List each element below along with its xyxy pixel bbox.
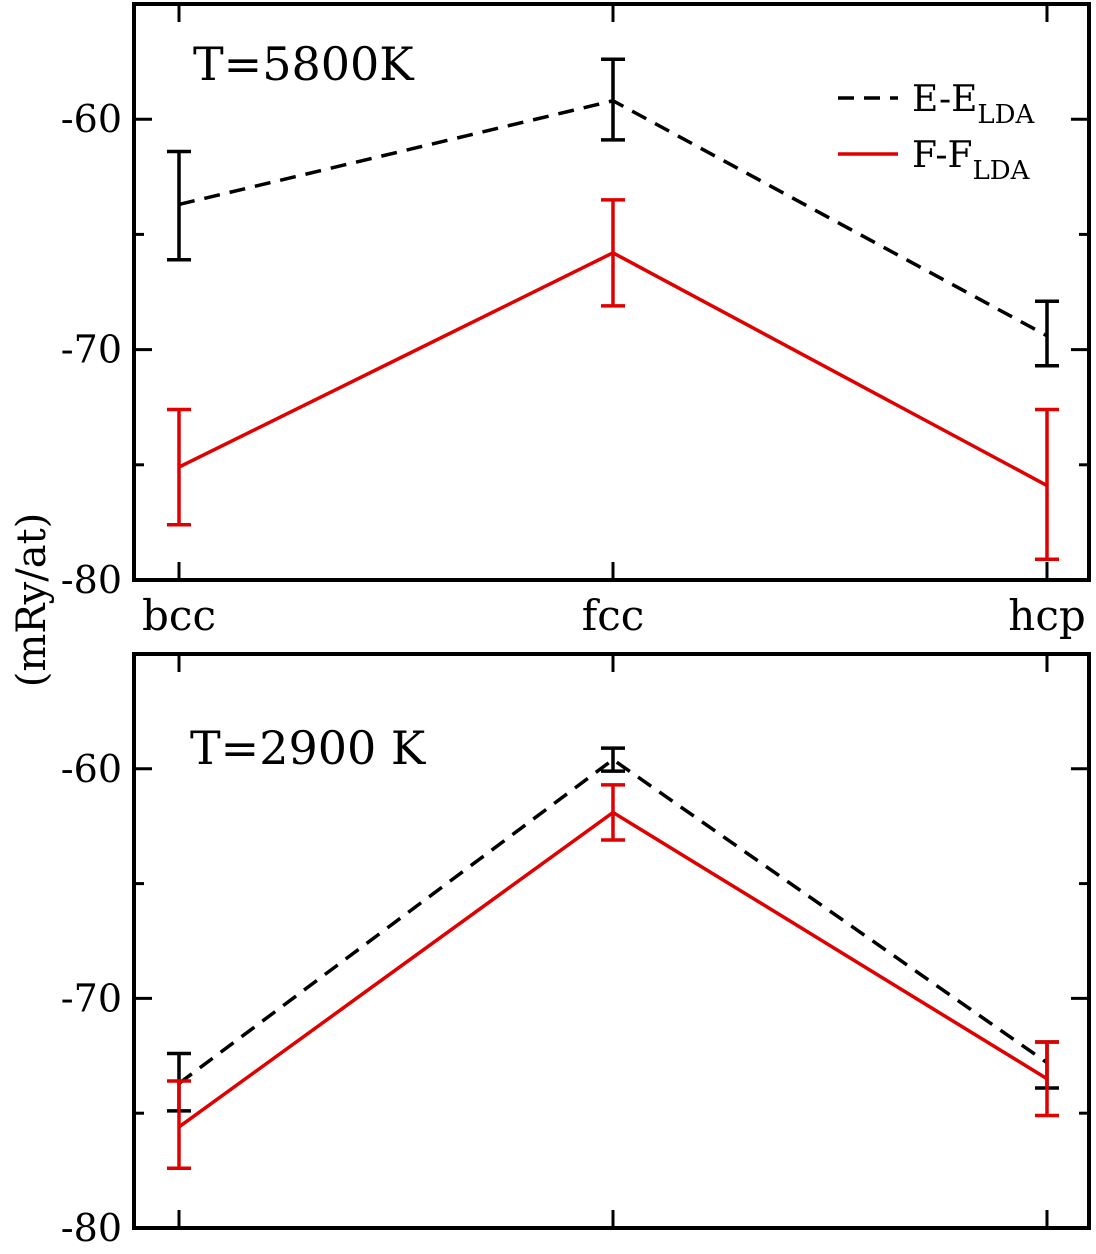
error-bar-fcc xyxy=(601,57,625,142)
y-tick-label: -70 xyxy=(61,328,122,372)
series-f-f-lda xyxy=(167,198,1059,562)
series-e-e-lda xyxy=(167,57,1059,368)
error-bar-fcc xyxy=(601,198,625,308)
error-bar-hcp xyxy=(1035,407,1059,562)
error-bar-hcp xyxy=(1035,299,1059,368)
error-bar-bcc xyxy=(167,149,191,262)
panel-annotation: T=5800K xyxy=(193,37,415,91)
error-bar-hcp xyxy=(1035,1040,1059,1118)
legend-entry-2: F-FLDA xyxy=(912,135,1031,186)
y-axis-label: (mRy/at) xyxy=(9,513,55,688)
panel-2: -60 -70 -80 T=2900 K xyxy=(61,652,1091,1250)
y-tick-label: -70 xyxy=(61,976,122,1020)
panel-annotation: T=2900 K xyxy=(190,721,427,775)
error-bar-fcc xyxy=(601,783,625,842)
x-category-label-hcp: hcp xyxy=(1008,591,1085,640)
x-category-label-bcc: bcc xyxy=(142,591,216,640)
y-tick-label: -60 xyxy=(61,97,122,141)
y-tick-label: -80 xyxy=(61,1206,122,1250)
legend-entry-1: E-ELDA xyxy=(912,79,1036,130)
legend-subscript: LDA xyxy=(973,156,1031,186)
series-line xyxy=(177,757,1049,1085)
error-bar-bcc xyxy=(167,1079,191,1171)
legend-subscript: LDA xyxy=(977,100,1035,130)
y-tick-label: -60 xyxy=(61,747,122,791)
error-bar-fcc xyxy=(601,746,625,773)
error-bar-bcc xyxy=(167,407,191,527)
series-f-f-lda xyxy=(167,783,1059,1171)
x-category-label-fcc: fcc xyxy=(582,591,645,640)
y-tick-label: -80 xyxy=(61,558,122,602)
